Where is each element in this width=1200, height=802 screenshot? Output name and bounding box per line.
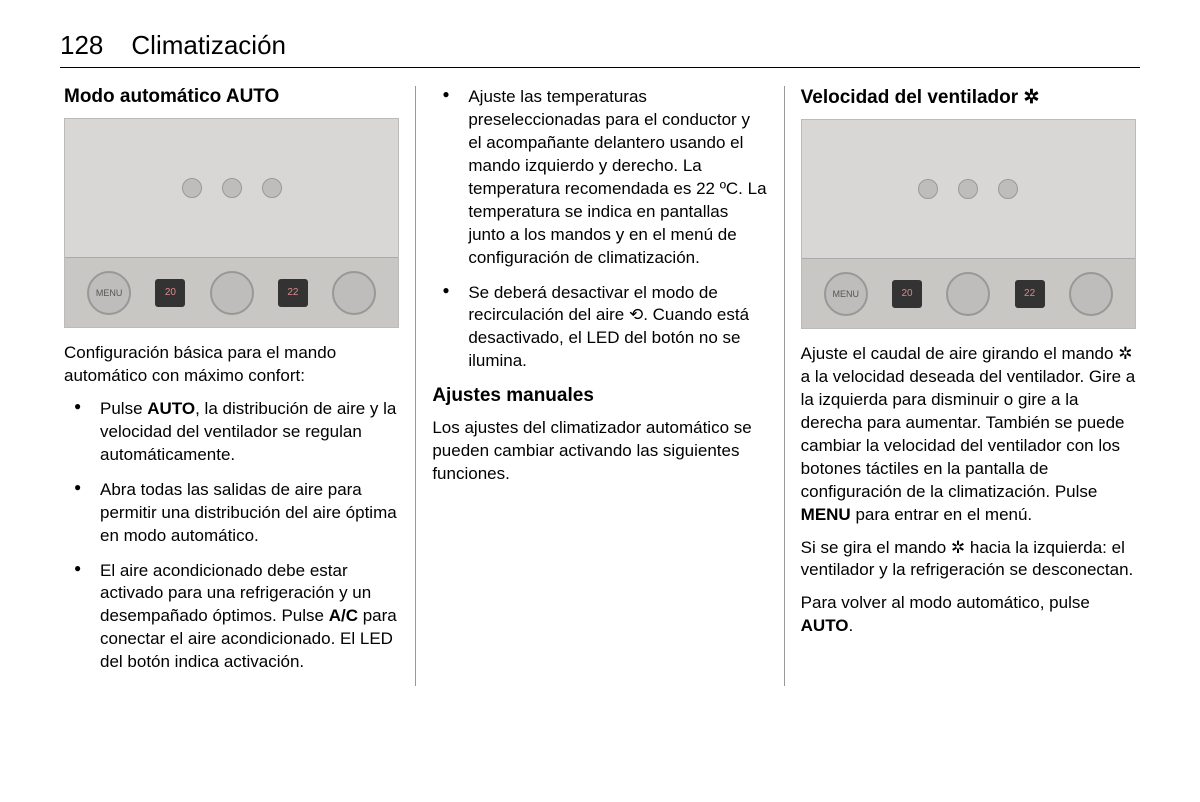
bold-text: AUTO	[147, 399, 195, 418]
bold-text: AUTO	[801, 616, 849, 635]
climate-panel-photo-fan: MENU 20 22	[801, 119, 1136, 329]
fan-paragraph-2: Si se gira el mando ✲ hacia la izquierda…	[801, 537, 1136, 583]
right-dial	[332, 271, 376, 315]
upper-dial	[222, 178, 242, 198]
bold-text: MENU	[801, 505, 851, 524]
fan-paragraph-3: Para volver al modo automático, pulse AU…	[801, 592, 1136, 638]
fan-icon: ✲	[951, 538, 965, 557]
climate-control-zoom: MENU 20 22	[802, 258, 1135, 328]
text: a la velocidad deseada del ventilador. G…	[801, 367, 1136, 501]
text: Ajuste las temperaturas preseleccionadas…	[468, 87, 766, 267]
center-dial	[210, 271, 254, 315]
page-number: 128	[60, 30, 103, 61]
dash-upper	[802, 120, 1135, 258]
auto-mode-heading: Modo automático AUTO	[64, 86, 399, 108]
text: para entrar en el menú.	[851, 505, 1032, 524]
page-header: 128 Climatización	[60, 30, 1140, 68]
text: Si se gira el mando	[801, 538, 951, 557]
upper-dial	[262, 178, 282, 198]
temp-display-left: 20	[892, 280, 922, 308]
heading-text: Velocidad del ventilador	[801, 87, 1024, 108]
content-columns: Modo automático AUTO MENU 20 22 Configur…	[60, 86, 1140, 686]
menu-dial: MENU	[824, 272, 868, 316]
climate-panel-photo-auto: MENU 20 22	[64, 118, 399, 328]
column-3: Velocidad del ventilador ✲ MENU 20 22 Aj…	[797, 86, 1140, 686]
text: Se deberá desactivar el modo de recircul…	[468, 283, 749, 371]
list-item: Se deberá desactivar el modo de recircul…	[432, 282, 767, 374]
temp-display-right: 22	[278, 279, 308, 307]
list-item: Pulse AUTO, la distribución de aire y la…	[64, 398, 399, 467]
page-title: Climatización	[131, 30, 286, 61]
temp-display-left: 20	[155, 279, 185, 307]
manual-settings-heading: Ajustes manuales	[432, 385, 767, 407]
manual-settings-body: Los ajustes del climatizador automático …	[432, 417, 767, 486]
dash-upper	[65, 119, 398, 257]
continued-bullet-list: Ajuste las temperaturas preseleccionadas…	[432, 86, 767, 373]
auto-intro-text: Configuración básica para el mando autom…	[64, 342, 399, 388]
auto-bullet-list: Pulse AUTO, la distribución de aire y la…	[64, 398, 399, 674]
climate-control-zoom: MENU 20 22	[65, 257, 398, 327]
text: .	[849, 616, 854, 635]
list-item: Abra todas las salidas de aire para perm…	[64, 479, 399, 548]
list-item: El aire acondicionado debe estar activad…	[64, 560, 399, 675]
fan-icon: ✲	[1023, 87, 1039, 108]
column-1: Modo automático AUTO MENU 20 22 Configur…	[60, 86, 403, 686]
list-item: Ajuste las temperaturas preseleccionadas…	[432, 86, 767, 270]
fan-speed-heading: Velocidad del ventilador ✲	[801, 86, 1136, 109]
text: Abra todas las salidas de aire para perm…	[100, 480, 397, 545]
text: Ajuste el caudal de aire girando el mand…	[801, 344, 1119, 363]
upper-dial	[998, 179, 1018, 199]
fan-paragraph-1: Ajuste el caudal de aire girando el mand…	[801, 343, 1136, 527]
upper-dial	[182, 178, 202, 198]
text: Pulse	[100, 399, 147, 418]
center-dial	[946, 272, 990, 316]
fan-icon: ✲	[1118, 344, 1132, 363]
manual-page: 128 Climatización Modo automático AUTO M…	[0, 0, 1200, 716]
text: Para volver al modo automático, pulse	[801, 593, 1090, 612]
column-separator	[415, 86, 416, 686]
right-dial	[1069, 272, 1113, 316]
upper-dial	[958, 179, 978, 199]
upper-dial	[918, 179, 938, 199]
menu-dial: MENU	[87, 271, 131, 315]
temp-display-right: 22	[1015, 280, 1045, 308]
column-separator	[784, 86, 785, 686]
column-2: Ajuste las temperaturas preseleccionadas…	[428, 86, 771, 686]
bold-text: A/C	[329, 606, 358, 625]
